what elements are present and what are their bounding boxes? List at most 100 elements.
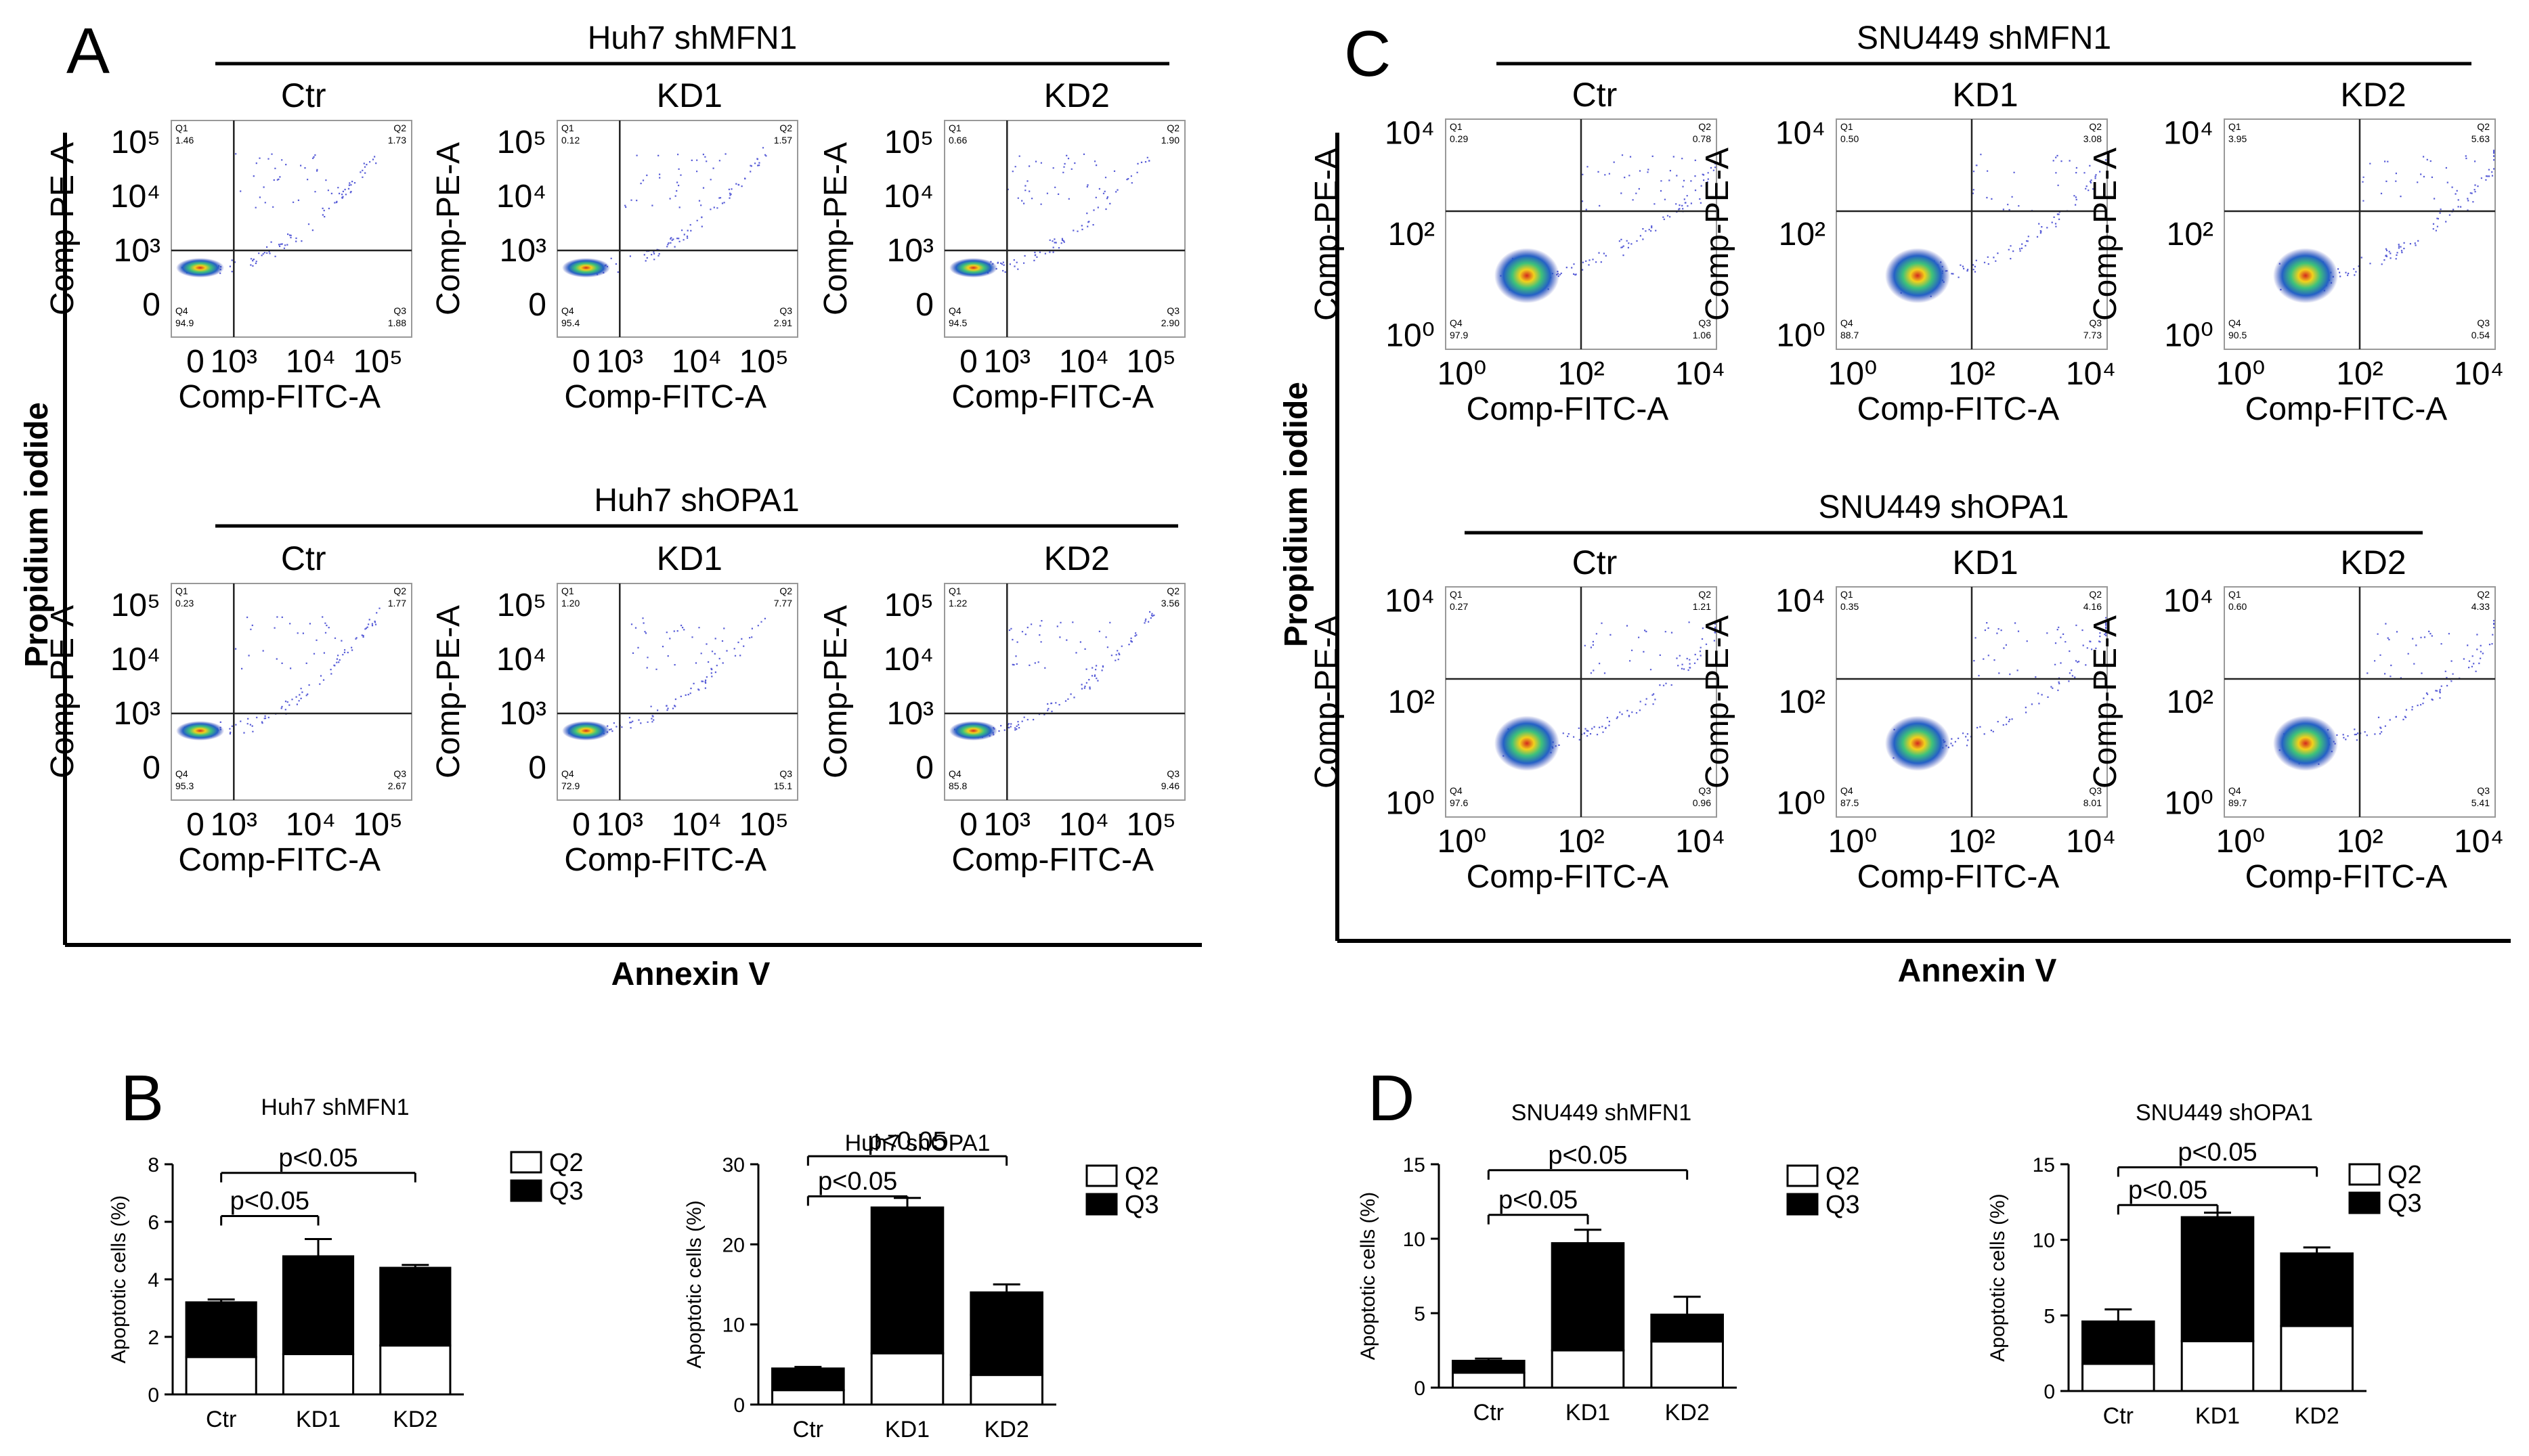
x-tick-label: 10⁵ <box>739 344 789 380</box>
legend-label: Q3 <box>1825 1191 1860 1219</box>
quadrant-name: Q3 <box>1167 768 1180 779</box>
y-axis-label: Comp-PE-A <box>2088 615 2123 789</box>
plot-border <box>171 583 412 801</box>
x-tick-label: 10⁴ <box>1059 807 1109 843</box>
x-tick-label: 10⁴ <box>672 344 722 380</box>
p-value-label: p<0.05 <box>1548 1141 1627 1170</box>
y-axis-label: Comp-PE-A <box>1700 148 1735 321</box>
bar-q2 <box>771 1389 845 1406</box>
x-tick-label: 10⁵ <box>1127 344 1176 380</box>
legend-label: Q2 <box>549 1149 584 1177</box>
quadrant-name: Q1 <box>561 586 574 596</box>
quadrant-percent: 0.54 <box>2471 330 2490 340</box>
x-tick-label: KD1 <box>296 1407 341 1432</box>
x-tick-label: KD2 <box>985 1417 1029 1442</box>
column-label: KD2 <box>1044 539 1110 577</box>
y-tick-label: 10⁴ <box>1775 115 1825 151</box>
x-tick-label: Ctr <box>206 1407 236 1432</box>
x-tick-label: 10⁰ <box>1438 356 1487 392</box>
legend-swatch <box>1085 1164 1118 1187</box>
x-tick-label: Ctr <box>793 1417 823 1442</box>
quadrant-percent: 87.5 <box>1840 797 1859 808</box>
y-tick-label: 15 <box>2033 1154 2055 1176</box>
y-axis-label: Comp-PE-A <box>431 605 467 778</box>
quadrant-name: Q1 <box>561 123 574 133</box>
column-label: KD1 <box>1952 544 2018 581</box>
quadrant-name: Q2 <box>1698 121 1711 132</box>
quadrant-percent: 1.73 <box>388 135 406 146</box>
bar-q2 <box>2280 1325 2354 1392</box>
column-label: Ctr <box>281 76 326 114</box>
x-tick-label: 10⁴ <box>672 807 722 843</box>
legend-label: Q3 <box>2387 1189 2422 1218</box>
plot-border <box>944 583 1186 801</box>
quadrant-name: Q4 <box>175 305 188 316</box>
p-value-label: p<0.05 <box>2128 1176 2207 1204</box>
bar-q2 <box>2081 1363 2155 1392</box>
legend-swatch <box>510 1151 542 1174</box>
y-tick-label: 10² <box>1388 684 1435 720</box>
y-tick-label: 10⁰ <box>1385 318 1435 354</box>
x-tick-label: KD2 <box>393 1407 437 1432</box>
quadrant-percent: 0.60 <box>2228 601 2247 612</box>
quadrant-name: Q3 <box>779 768 792 779</box>
quadrant-name: Q4 <box>1450 785 1463 796</box>
y-tick-label: 10 <box>2033 1230 2055 1252</box>
p-value-label: p<0.05 <box>230 1187 309 1216</box>
x-tick-label: 0 <box>959 807 978 843</box>
quadrant-name: Q1 <box>175 123 188 133</box>
y-tick-label: 10⁵ <box>884 125 934 160</box>
quadrant-name: Q2 <box>393 123 406 133</box>
y-tick-label: 0 <box>2044 1381 2055 1403</box>
legend-swatch <box>1786 1164 1819 1187</box>
quadrant-name: Q2 <box>779 123 792 133</box>
bar-q3 <box>2180 1216 2255 1342</box>
quadrant-name: Q4 <box>1840 785 1853 796</box>
quadrant-name: Q3 <box>1698 317 1711 328</box>
quadrant-percent: 0.78 <box>1693 133 1711 144</box>
quadrant-name: Q3 <box>2477 317 2490 328</box>
legend-swatch <box>1786 1193 1819 1216</box>
frame-a-side-label: Propidium iodide <box>19 402 55 667</box>
quadrant-name: Q2 <box>1167 123 1180 133</box>
group-title: Huh7 shMFN1 <box>588 20 797 56</box>
y-axis-label: Comp-PE-A <box>1309 148 1345 321</box>
density-blob <box>562 258 611 278</box>
x-tick-label: 10³ <box>597 344 643 380</box>
x-tick-label: 10⁵ <box>353 344 403 380</box>
bar-q2 <box>185 1356 257 1396</box>
quadrant-percent: 88.7 <box>1840 330 1859 340</box>
bar-q2 <box>282 1353 355 1396</box>
quadrant-percent: 4.33 <box>2471 601 2490 612</box>
legend-label: Q3 <box>549 1177 584 1206</box>
legend-label: Q3 <box>1125 1191 1159 1219</box>
x-tick-label: KD2 <box>1665 1400 1710 1426</box>
y-tick-label: 10⁰ <box>2164 786 2213 822</box>
quadrant-name: Q3 <box>2089 785 2102 796</box>
bar-q3 <box>1452 1359 1526 1374</box>
density-blob <box>1885 248 1950 304</box>
y-tick-label: 10⁰ <box>1776 786 1825 822</box>
bar-q2 <box>2180 1340 2255 1392</box>
y-tick-label: 10⁴ <box>1385 115 1435 151</box>
y-tick-label: 10² <box>1388 217 1435 252</box>
density-blob <box>2273 248 2338 304</box>
frame-a-bottom-label: Annexin V <box>611 956 771 992</box>
quadrant-name: Q1 <box>1450 121 1463 132</box>
quadrant-percent: 0.50 <box>1840 133 1859 144</box>
y-tick-label: 0 <box>1414 1377 1425 1400</box>
y-axis-label: Comp-PE-A <box>1309 615 1345 789</box>
x-tick-label: 10³ <box>984 344 1031 380</box>
x-tick-label: 10⁴ <box>1675 356 1725 392</box>
x-tick-label: 0 <box>572 344 590 380</box>
quadrant-percent: 97.6 <box>1450 797 1468 808</box>
x-tick-label: 10³ <box>984 807 1031 843</box>
bar-q3 <box>1551 1242 1625 1352</box>
y-tick-label: 6 <box>148 1212 159 1234</box>
flow-row: Huh7 shMFN1CtrQ11.46Q21.73Q31.88Q494.910… <box>45 20 1186 415</box>
quadrant-name: Q1 <box>1840 121 1853 132</box>
quadrant-percent: 3.95 <box>2228 133 2247 144</box>
x-tick-label: 10³ <box>597 807 643 843</box>
quadrant-name: Q1 <box>175 586 188 596</box>
